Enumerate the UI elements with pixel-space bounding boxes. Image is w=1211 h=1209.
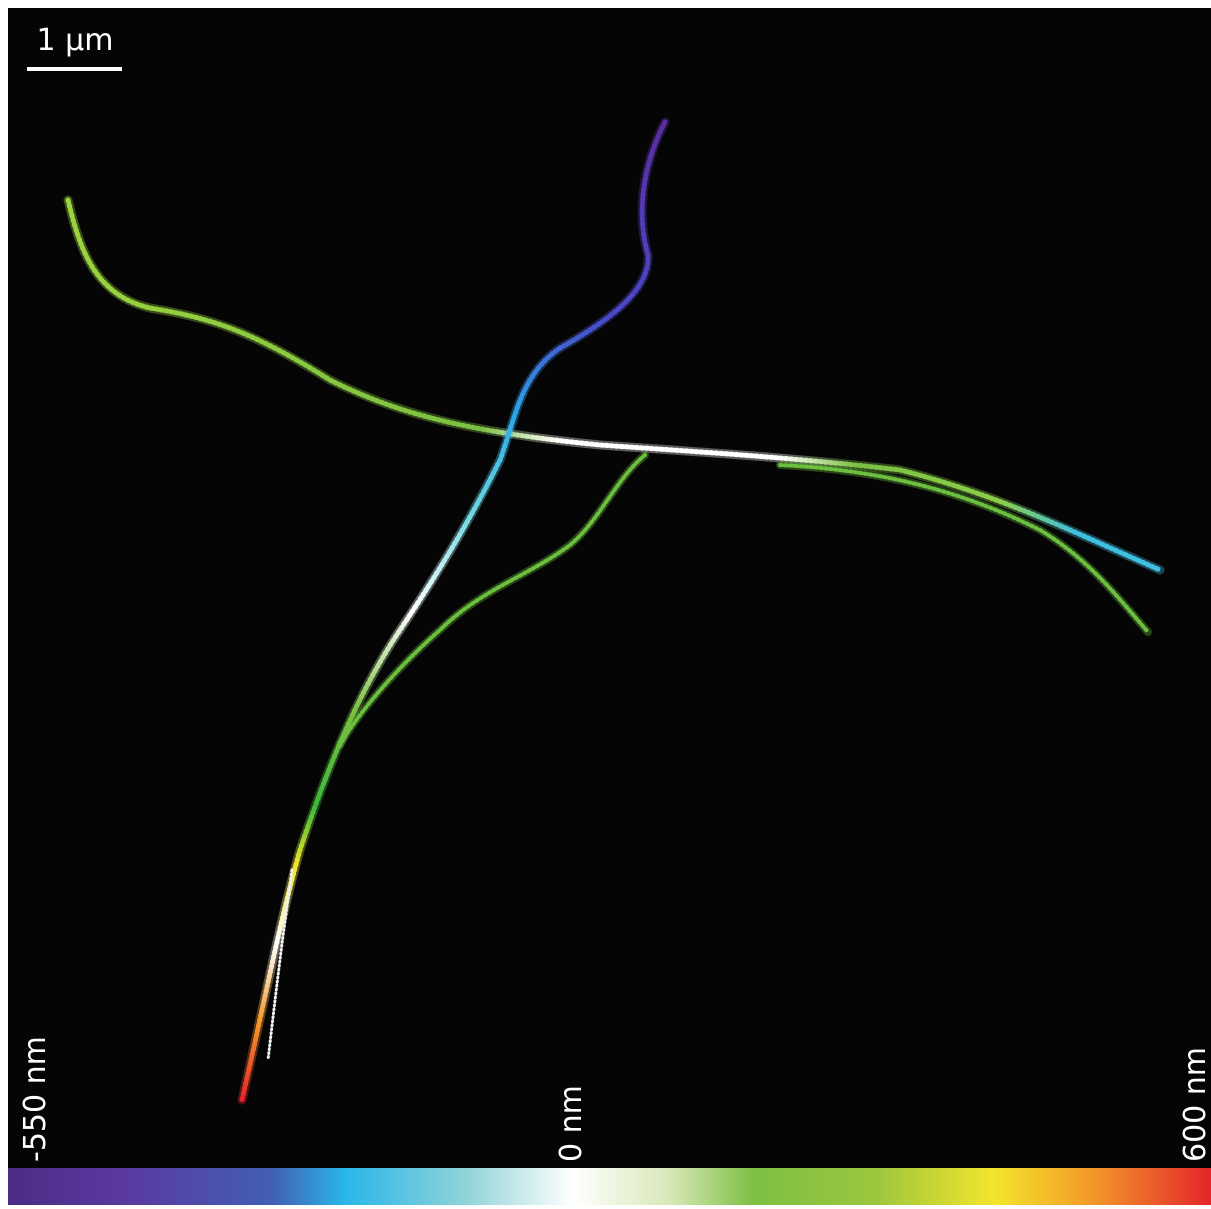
colorbar-label: 600 nm [1178,1047,1211,1162]
filament [338,453,647,747]
image-background [8,8,1211,1168]
colorbar [8,1168,1211,1205]
filaments [63,117,1165,1105]
filament [778,463,1150,634]
scale-bar-label: 1 µm [37,23,114,58]
filament [239,119,668,1103]
colorbar-label: 0 nm [554,1085,589,1162]
colorbar-label: -550 nm [18,1036,53,1162]
filament [65,197,1163,573]
filament [266,868,294,1062]
